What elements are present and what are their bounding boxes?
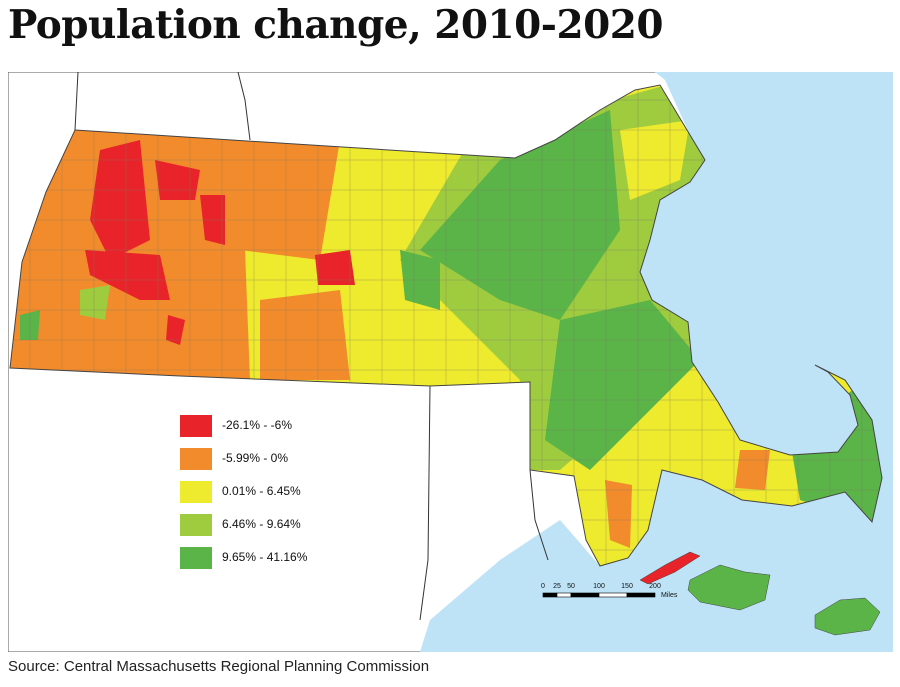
scale-segment xyxy=(556,592,572,598)
legend-label: 0.01% - 6.45% xyxy=(222,484,301,498)
source: Source: Central Massachusetts Regional P… xyxy=(8,658,430,675)
scale-unit: Miles xyxy=(661,592,678,599)
legend-label: -5.99% - 0% xyxy=(222,451,288,465)
legend-swatch xyxy=(180,514,212,536)
scale-tick-label: 25 xyxy=(553,583,561,590)
legend: -26.1% - -6% -5.99% - 0% 0.01% - 6.45% 6.46… xyxy=(180,415,308,569)
scale-segment xyxy=(570,592,600,598)
map: -26.1% - -6% -5.99% - 0% 0.01% - 6.45% 6.46… xyxy=(8,72,893,652)
marthas-vineyard xyxy=(687,564,771,611)
legend-swatch xyxy=(180,547,212,569)
scale-tick-label: 150 xyxy=(621,583,633,590)
legend-label: 9.65% - 41.16% xyxy=(222,550,308,564)
scale-segment xyxy=(598,592,628,598)
scale-segment xyxy=(626,592,656,598)
scale-segment xyxy=(542,592,558,598)
state-borders xyxy=(74,72,549,621)
legend-swatch xyxy=(180,415,212,437)
ocean xyxy=(420,72,893,652)
legend-label: 6.46% - 9.64% xyxy=(222,517,301,531)
legend-label: -26.1% - -6% xyxy=(222,418,292,432)
legend-swatch xyxy=(180,481,212,503)
elizabeth-islands xyxy=(639,551,701,585)
title: Population change, 2010-2020 xyxy=(8,2,664,48)
state-outline xyxy=(9,84,883,567)
scale-tick-label: 200 xyxy=(649,583,661,590)
scale-tick-label: 0 xyxy=(541,583,545,590)
scale-tick-label: 50 xyxy=(567,583,575,590)
legend-swatch xyxy=(180,448,212,470)
nantucket xyxy=(814,597,881,636)
scale-tick-label: 100 xyxy=(593,583,605,590)
